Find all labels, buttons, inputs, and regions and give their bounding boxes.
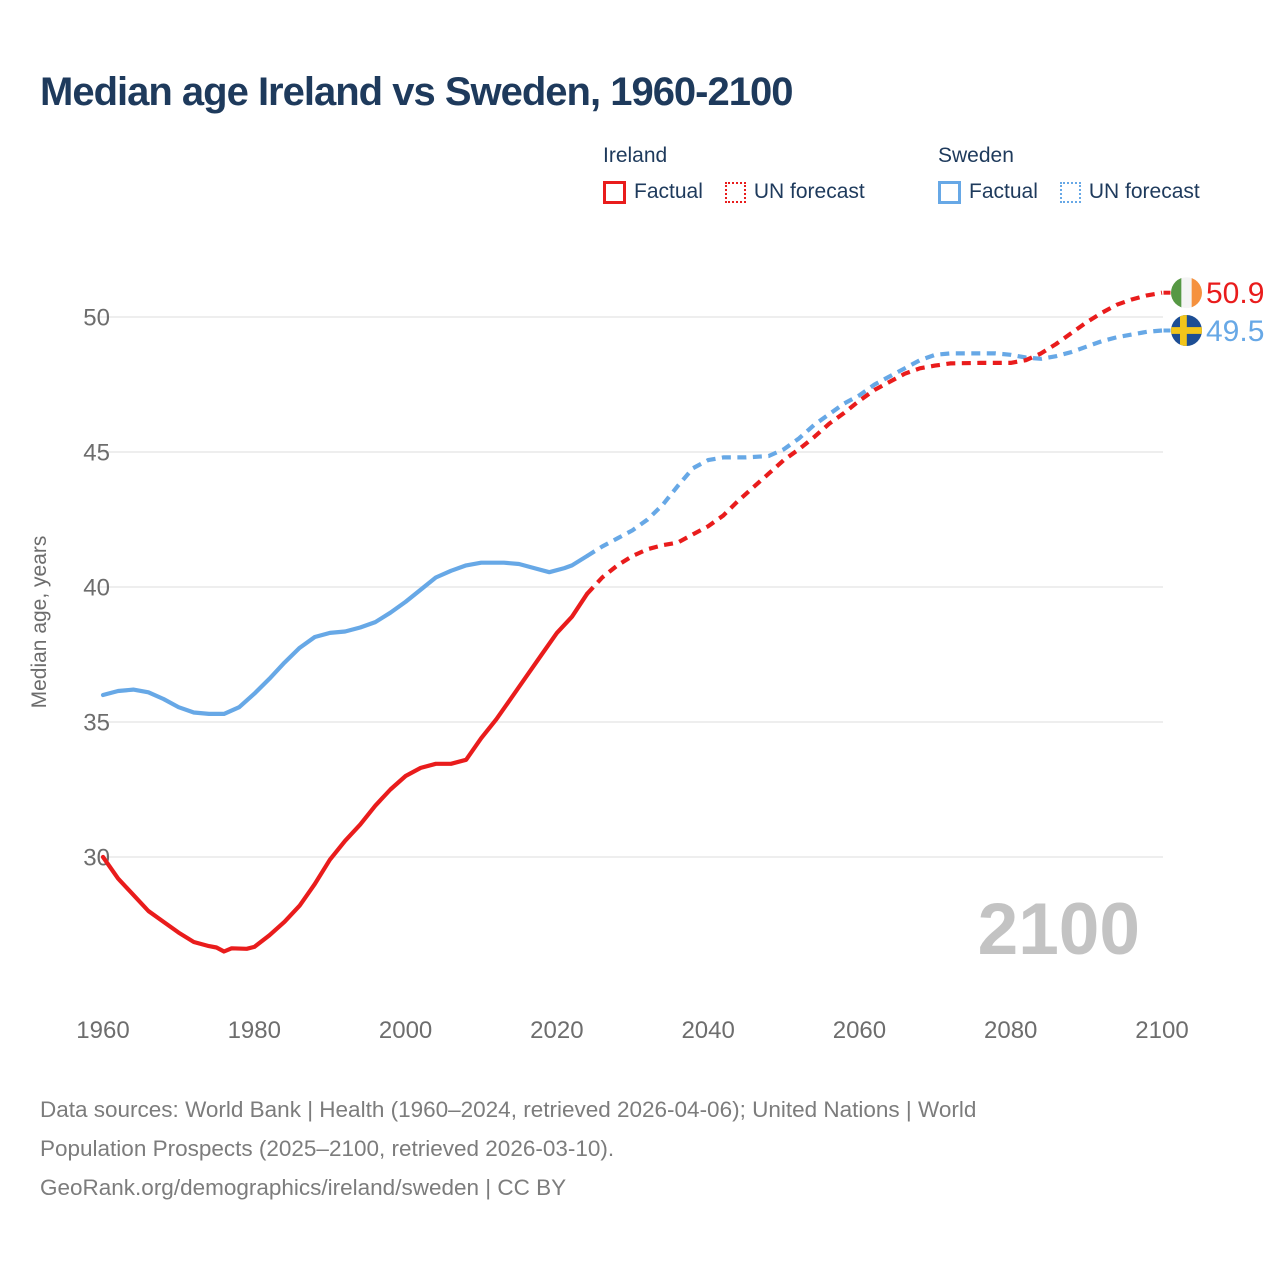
x-tick-label: 2080 — [984, 1017, 1037, 1044]
x-tick-label: 2020 — [530, 1017, 583, 1044]
ireland-flag-icon — [1171, 277, 1202, 309]
legend-swatch-ireland-factual — [603, 180, 626, 204]
data-sources-footer: Data sources: World Bank | Health (1960–… — [40, 1090, 1250, 1207]
x-tick-label: 2100 — [1135, 1017, 1188, 1044]
series-ireland-factual — [100, 591, 590, 954]
footer-line-2: Population Prospects (2025–2100, retriev… — [40, 1136, 615, 1161]
y-tick-label: 40 — [83, 575, 110, 602]
legend-swatch-sweden-factual — [938, 180, 961, 204]
series-sweden-forecast — [585, 328, 1163, 558]
end-value-sweden-forecast: 49.5 — [1206, 315, 1264, 348]
legend-country-ireland: Ireland — [603, 144, 668, 167]
series-ireland-forecast — [585, 290, 1163, 596]
legend-swatch-ireland-forecast — [724, 181, 746, 203]
y-tick-label: 50 — [83, 305, 110, 332]
end-value-ireland-forecast: 50.9 — [1206, 277, 1264, 310]
footer-line-1: Data sources: World Bank | Health (1960–… — [40, 1097, 977, 1122]
x-tick-label: 1960 — [76, 1017, 129, 1044]
footer-line-3: GeoRank.org/demographics/ireland/sweden … — [40, 1175, 567, 1200]
y-tick-label: 35 — [83, 710, 110, 737]
x-tick-label: 1980 — [228, 1017, 281, 1044]
x-tick-label: 2040 — [681, 1017, 734, 1044]
sweden-flag-icon — [1171, 315, 1202, 346]
legend-group-ireland: Ireland Factual UN forecast — [603, 144, 887, 204]
legend-country-sweden: Sweden — [938, 144, 1014, 167]
page-title: Median age Ireland vs Sweden, 1960-2100 — [40, 70, 793, 114]
y-tick-label: 45 — [83, 440, 110, 467]
legend-label-sweden-factual: Factual — [969, 180, 1038, 203]
x-tick-label: 2000 — [379, 1017, 432, 1044]
legend-swatch-sweden-forecast — [1059, 181, 1081, 203]
legend-label-ireland-factual: Factual — [634, 180, 703, 203]
y-axis-title: Median age, years — [28, 536, 51, 709]
x-tick-label: 2060 — [833, 1017, 886, 1044]
legend-label-sweden-forecast: UN forecast — [1088, 180, 1200, 203]
legend-group-sweden: Sweden Factual UN forecast — [938, 144, 1222, 204]
legend-label-ireland-forecast: UN forecast — [753, 180, 865, 203]
series-sweden-factual — [100, 553, 590, 716]
watermark-year: 2100 — [977, 889, 1140, 970]
